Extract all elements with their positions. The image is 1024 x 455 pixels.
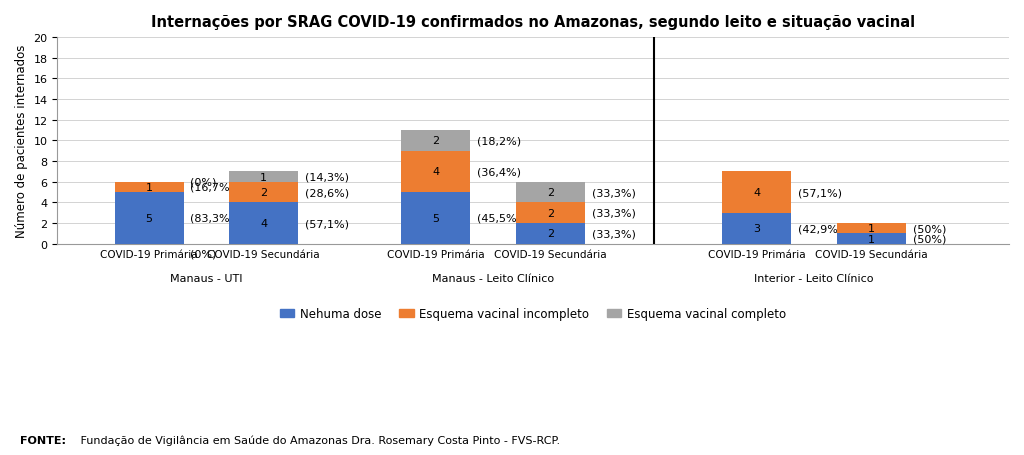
Text: (33,3%): (33,3%): [592, 187, 636, 197]
Text: (50%): (50%): [912, 234, 946, 244]
Bar: [837, 234, 906, 244]
Bar: [229, 203, 298, 244]
Title: Internações por SRAG COVID-19 confirmados no Amazonas, segundo leito e situação : Internações por SRAG COVID-19 confirmado…: [152, 15, 915, 30]
Bar: [229, 182, 298, 203]
Text: 4: 4: [432, 167, 439, 177]
Text: (33,3%): (33,3%): [592, 208, 636, 218]
Y-axis label: Número de pacientes internados: Número de pacientes internados: [15, 45, 28, 238]
Text: (33,3%): (33,3%): [592, 229, 636, 239]
Text: 3: 3: [754, 224, 760, 234]
Text: 4: 4: [260, 218, 267, 228]
Legend: Nehuma dose, Esquema vacinal incompleto, Esquema vacinal completo: Nehuma dose, Esquema vacinal incompleto,…: [275, 303, 792, 325]
Text: 5: 5: [432, 213, 439, 223]
Text: (57,1%): (57,1%): [798, 187, 842, 197]
Text: (57,1%): (57,1%): [305, 218, 349, 228]
Text: (42,9%): (42,9%): [798, 224, 843, 234]
Text: 2: 2: [547, 187, 554, 197]
Bar: [115, 182, 183, 192]
Text: 2: 2: [547, 208, 554, 218]
Bar: [401, 152, 470, 192]
Text: 2: 2: [547, 229, 554, 239]
Text: 2: 2: [432, 136, 439, 146]
Text: Interior - Leito Clínico: Interior - Leito Clínico: [755, 273, 873, 283]
Text: Fundação de Vigilância em Saúde do Amazonas Dra. Rosemary Costa Pinto - FVS-RCP.: Fundação de Vigilância em Saúde do Amazo…: [77, 435, 560, 445]
Text: 2: 2: [260, 187, 267, 197]
Text: 5: 5: [145, 213, 153, 223]
Text: (36,4%): (36,4%): [477, 167, 521, 177]
Text: 4: 4: [754, 187, 761, 197]
Bar: [722, 172, 792, 213]
Text: (50%): (50%): [912, 224, 946, 234]
Text: (28,6%): (28,6%): [305, 187, 349, 197]
Bar: [115, 192, 183, 244]
Bar: [401, 192, 470, 244]
Bar: [837, 223, 906, 234]
Bar: [516, 203, 585, 223]
Text: FONTE:: FONTE:: [20, 435, 67, 445]
Text: Manaus - UTI: Manaus - UTI: [170, 273, 243, 283]
Bar: [401, 131, 470, 152]
Bar: [722, 213, 792, 244]
Text: (18,2%): (18,2%): [477, 136, 521, 146]
Bar: [516, 182, 585, 203]
Text: (83,3%): (83,3%): [190, 213, 234, 223]
Text: (14,3%): (14,3%): [305, 172, 349, 182]
Bar: [229, 172, 298, 182]
Text: (45,5%): (45,5%): [477, 213, 521, 223]
Text: (16,7%): (16,7%): [190, 182, 234, 192]
Text: 1: 1: [145, 182, 153, 192]
Text: 1: 1: [868, 224, 874, 234]
Text: Manaus - Leito Clínico: Manaus - Leito Clínico: [432, 273, 554, 283]
Text: 1: 1: [260, 172, 267, 182]
Text: 1: 1: [868, 234, 874, 244]
Text: (0%): (0%): [190, 177, 217, 187]
Text: (0%): (0%): [190, 249, 217, 259]
Bar: [516, 223, 585, 244]
